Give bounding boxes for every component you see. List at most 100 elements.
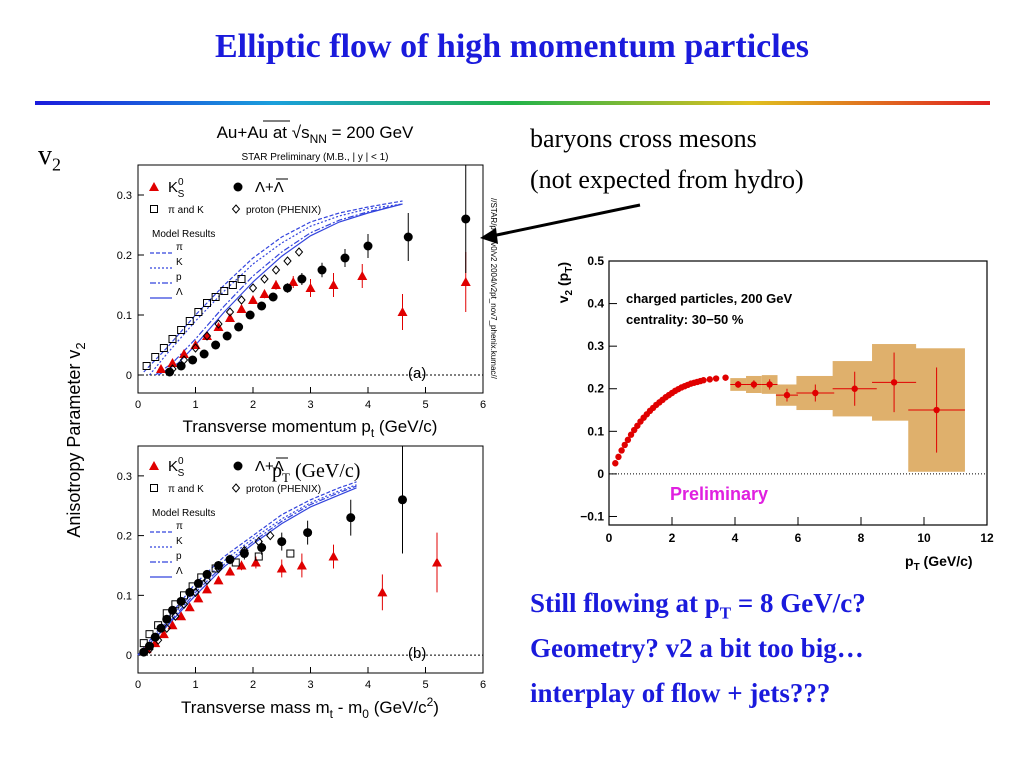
data-point xyxy=(158,629,169,639)
x-tick-label: 3 xyxy=(307,679,313,691)
data-point xyxy=(612,460,619,467)
x-tick-label: 10 xyxy=(917,531,931,545)
data-point xyxy=(202,331,212,341)
data-point xyxy=(248,283,258,293)
data-point xyxy=(220,287,229,295)
data-point xyxy=(180,591,188,600)
y-tick-label: 0.3 xyxy=(117,190,132,202)
y-tick-label: 0 xyxy=(126,370,132,382)
data-point xyxy=(624,436,632,444)
legend-model-label: Λ xyxy=(176,287,183,298)
note-line-1: baryons cross mesons xyxy=(530,124,757,153)
data-point xyxy=(305,283,316,292)
data-point xyxy=(184,602,195,612)
x-tick-label: 2 xyxy=(250,679,256,691)
data-point xyxy=(248,295,258,304)
legend-pik-label: π and K xyxy=(168,484,204,495)
data-point xyxy=(245,310,255,320)
y-tick-label: 0.2 xyxy=(117,531,132,543)
bottom-line-2: Geometry? v2 a bit too big… xyxy=(530,633,864,663)
data-point xyxy=(213,322,224,331)
data-point xyxy=(357,271,368,280)
data-point xyxy=(228,281,237,289)
panel-label: (a) xyxy=(408,365,426,382)
x-tick-label: 1 xyxy=(192,679,198,691)
legend-proton-label: proton (PHENIX) xyxy=(246,205,321,216)
legend-proton-marker xyxy=(231,204,241,214)
data-point xyxy=(890,379,898,386)
data-point xyxy=(211,293,220,301)
legend-k0s-label: K0 S xyxy=(168,456,185,479)
legend-model-label: π xyxy=(176,242,183,253)
chart-title: Au+Au at √sNN = 200 GeV xyxy=(217,123,414,146)
data-point xyxy=(213,575,224,585)
x-axis-label: pT (GeV/c) xyxy=(905,553,973,573)
legend-model-label: K xyxy=(176,536,183,547)
data-point xyxy=(203,299,211,307)
v2-axis-label: v2 xyxy=(38,140,61,175)
data-point xyxy=(168,364,177,374)
x-tick-label: 0 xyxy=(135,399,141,411)
model-curve xyxy=(137,487,357,656)
x-tick-label: 4 xyxy=(365,399,371,411)
data-point xyxy=(734,381,742,388)
data-point xyxy=(156,364,166,373)
data-point xyxy=(296,560,307,570)
y-tick-label: 0.2 xyxy=(117,250,132,262)
y-tick-label: 0.1 xyxy=(117,590,132,602)
chart-subtitle: STAR Preliminary (M.B., | y | < 1) xyxy=(242,152,389,163)
y-axis-label: v2 (pT) xyxy=(555,262,575,303)
data-point xyxy=(283,256,292,266)
data-point xyxy=(154,621,163,630)
data-point xyxy=(403,232,413,242)
legend-lambda-marker xyxy=(233,182,243,192)
data-point xyxy=(700,377,707,384)
model-curve xyxy=(137,481,357,656)
data-point xyxy=(139,639,148,648)
data-point xyxy=(615,453,622,461)
x-tick-label: 2 xyxy=(250,399,256,411)
data-point xyxy=(211,340,221,350)
data-point xyxy=(254,536,263,547)
legend-proton-label: proton (PHENIX) xyxy=(246,484,321,495)
data-point xyxy=(283,283,292,293)
x-tick-label: 6 xyxy=(795,531,802,545)
panel-label: (b) xyxy=(408,645,426,662)
data-point xyxy=(168,335,177,343)
data-point xyxy=(397,307,408,316)
x-axis-label: Transverse momentum pt (GeV/c) xyxy=(183,417,438,440)
data-point xyxy=(237,275,246,283)
data-point xyxy=(618,447,625,454)
x-tick-label: 12 xyxy=(980,531,994,545)
data-point xyxy=(260,274,269,284)
legend-model-title: Model Results xyxy=(152,229,215,240)
data-point xyxy=(162,623,171,633)
y-tick-label: 0.5 xyxy=(587,254,604,268)
data-point xyxy=(294,247,304,257)
data-point xyxy=(277,537,287,547)
y-axis-label: Anisotropy Parameter v2 xyxy=(64,342,88,537)
data-point xyxy=(288,277,299,286)
data-point xyxy=(167,620,178,630)
data-point xyxy=(202,575,212,586)
legend-pik-marker xyxy=(150,205,158,213)
data-point xyxy=(766,381,773,388)
data-point xyxy=(159,344,168,352)
data-point xyxy=(225,554,235,565)
data-point xyxy=(145,644,154,654)
data-point xyxy=(193,593,204,603)
data-point xyxy=(225,313,235,322)
legend-model-label: p xyxy=(176,272,182,283)
data-point xyxy=(153,635,163,645)
data-point xyxy=(271,280,281,289)
preliminary-label: Preliminary xyxy=(670,484,768,504)
data-point xyxy=(317,265,327,275)
y-tick-label: 0.2 xyxy=(587,382,604,396)
data-point xyxy=(259,289,270,298)
data-point xyxy=(179,349,189,358)
data-point xyxy=(197,573,206,582)
y-tick-label: 0 xyxy=(126,650,132,662)
model-curve xyxy=(137,485,357,656)
